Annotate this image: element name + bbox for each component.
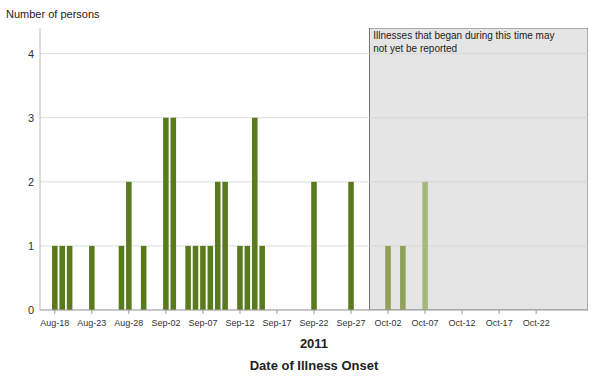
x-axis-year: 2011	[300, 336, 328, 351]
x-tick	[388, 310, 389, 314]
bar	[422, 182, 428, 310]
x-tick	[536, 310, 537, 314]
bar	[141, 246, 147, 310]
x-tick	[239, 310, 240, 314]
x-tick	[425, 310, 426, 314]
bar	[119, 246, 125, 310]
bar	[208, 246, 214, 310]
y-tick-label: 2	[28, 176, 34, 188]
bar	[245, 246, 251, 310]
x-tick-label: Aug-28	[114, 318, 143, 328]
x-tick-label: Sep-17	[262, 318, 291, 328]
y-tick-label: 1	[28, 240, 34, 252]
bar	[385, 246, 391, 310]
x-tick-label: Sep-22	[299, 318, 328, 328]
x-tick-label: Sep-02	[151, 318, 180, 328]
x-tick	[202, 310, 203, 314]
x-tick-label: Oct-17	[486, 318, 513, 328]
bar	[237, 246, 243, 310]
x-axis-label: Date of Illness Onset	[250, 358, 379, 373]
x-tick	[499, 310, 500, 314]
x-tick	[165, 310, 166, 314]
x-tick-label: Oct-22	[523, 318, 550, 328]
bar	[59, 246, 65, 310]
x-tick-label: Sep-07	[188, 318, 217, 328]
bar	[200, 246, 206, 310]
x-tick-label: Oct-12	[449, 318, 476, 328]
grid-line	[40, 310, 588, 311]
x-tick	[54, 310, 55, 314]
plot-area	[40, 28, 588, 310]
bar	[215, 182, 221, 310]
bar	[67, 246, 73, 310]
x-tick-label: Oct-07	[412, 318, 439, 328]
annotation: Illnesses that began during this time ma…	[373, 30, 554, 54]
grid-line	[40, 53, 588, 54]
bar	[222, 182, 228, 310]
bar	[193, 246, 199, 310]
x-tick-label: Aug-18	[40, 318, 69, 328]
bar	[259, 246, 265, 310]
x-tick	[351, 310, 352, 314]
bar	[348, 182, 354, 310]
y-axis-line	[40, 28, 41, 310]
bar	[171, 118, 177, 310]
x-tick	[276, 310, 277, 314]
x-tick-label: Sep-27	[337, 318, 366, 328]
bar	[400, 246, 406, 310]
bar	[52, 246, 58, 310]
y-axis-label: Number of persons	[6, 8, 100, 20]
x-tick	[462, 310, 463, 314]
x-tick-label: Sep-12	[225, 318, 254, 328]
x-tick-label: Oct-02	[375, 318, 402, 328]
bar	[126, 182, 132, 310]
x-tick	[128, 310, 129, 314]
y-tick-label: 3	[28, 112, 34, 124]
x-tick-label: Aug-23	[77, 318, 106, 328]
x-tick	[91, 310, 92, 314]
shaded-region	[370, 28, 588, 310]
bar	[311, 182, 317, 310]
x-tick	[314, 310, 315, 314]
bar	[163, 118, 169, 310]
bar	[185, 246, 191, 310]
grid-line	[40, 117, 588, 118]
chart: 0 1 2 3 4 Aug-18 Aug-23 Aug-28 Sep-02 Sep-07 Sep-1…	[0, 0, 600, 384]
bar	[89, 246, 95, 310]
y-tick-label: 4	[28, 48, 34, 60]
y-tick-label: 0	[28, 304, 34, 316]
bar	[252, 118, 258, 310]
